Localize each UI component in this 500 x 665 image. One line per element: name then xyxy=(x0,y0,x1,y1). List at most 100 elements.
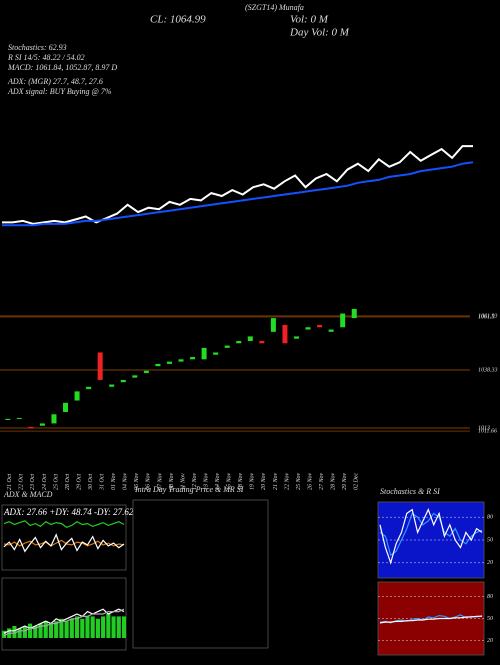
x-tick-label: 25 Oct xyxy=(53,474,59,490)
candle xyxy=(213,352,219,355)
panel-frame xyxy=(1,577,127,651)
x-tick-label: 06 Nov xyxy=(146,472,152,490)
x-tick-label: 05 Nov xyxy=(134,472,140,490)
x-tick-label: 28 Oct xyxy=(65,474,71,490)
candle xyxy=(178,359,184,362)
volume: Vol: 0 M xyxy=(290,14,329,26)
x-tick-label: 26 Nov xyxy=(307,472,313,490)
bar xyxy=(121,616,127,638)
candle xyxy=(51,414,57,424)
candle xyxy=(166,361,172,364)
panel-title: Intra Day Trading Price & MR SI xyxy=(134,485,244,494)
candle xyxy=(340,313,346,328)
candle xyxy=(97,352,103,380)
y-tick-label: 50 xyxy=(487,537,493,543)
close-price: CL: 1064.99 xyxy=(150,14,206,26)
x-tick-label: 29 Oct xyxy=(76,474,82,490)
bar xyxy=(101,616,106,638)
x-tick-label: 13 Nov xyxy=(203,472,209,490)
x-tick-label: 21 Nov xyxy=(273,472,279,490)
candle xyxy=(328,329,334,332)
x-tick-label: 22 Oct xyxy=(19,474,25,490)
panel-subtitle: ADX: 27.66 +DY: 48.74 -DY: 27.62 xyxy=(3,507,134,517)
candle xyxy=(293,336,299,339)
bar xyxy=(74,616,80,638)
y-tick-label: 20 xyxy=(487,560,493,566)
bar xyxy=(22,626,27,638)
series-line xyxy=(2,145,473,225)
bar xyxy=(1,630,7,638)
y-tick-label: 80 xyxy=(487,594,493,600)
stoch-info: Stochastics: 62.93 xyxy=(8,43,67,52)
x-tick-label: 27 Nov xyxy=(319,472,325,490)
bar xyxy=(116,616,121,638)
x-tick-label: 01 Nov xyxy=(111,472,117,490)
bar xyxy=(33,626,38,638)
bar xyxy=(95,618,100,638)
bar xyxy=(12,626,17,638)
bar xyxy=(69,618,74,638)
x-tick-label: 12 Nov xyxy=(192,472,198,490)
candle xyxy=(259,340,265,344)
bar xyxy=(80,618,85,638)
bar xyxy=(54,621,59,638)
x-tick-label: 25 Nov xyxy=(296,472,302,490)
series-line xyxy=(379,615,482,624)
candle xyxy=(201,347,207,360)
series-line xyxy=(379,508,483,565)
top-note: (SZGT14) Munafa xyxy=(245,3,304,12)
y-tick-label: 1038.33 xyxy=(478,367,498,373)
x-tick-label: 30 Oct xyxy=(88,474,94,491)
x-tick-label: 11 Nov xyxy=(180,473,186,490)
candle xyxy=(86,386,92,390)
x-tick-label: 29 Nov xyxy=(342,472,348,490)
y-tick-label: 50 xyxy=(487,616,493,622)
x-tick-label: 15 Nov xyxy=(227,472,233,490)
series-line xyxy=(3,520,125,528)
bar xyxy=(90,616,95,638)
candle xyxy=(5,418,11,420)
bar xyxy=(43,621,48,638)
series-line xyxy=(3,608,125,637)
candle xyxy=(39,423,45,426)
x-tick-label: 23 Oct xyxy=(30,474,36,490)
panel-frame xyxy=(1,504,127,571)
y-tick-label: 1061.5 xyxy=(478,314,495,320)
y-tick-label: 1011.66 xyxy=(478,428,497,434)
candle xyxy=(236,340,242,344)
bar xyxy=(28,623,33,638)
candle xyxy=(155,363,161,367)
x-tick-label: 28 Nov xyxy=(331,472,337,490)
x-tick-label: 24 Oct xyxy=(41,474,48,490)
x-tick-label: 04 Nov xyxy=(122,472,129,490)
x-tick-label: 20 Nov xyxy=(261,472,267,490)
bar xyxy=(38,623,43,638)
series-line xyxy=(3,539,125,547)
bar xyxy=(111,616,116,638)
x-tick-label: 07 Nov xyxy=(157,472,163,490)
macd-info: MACD: 1061.84, 1052.87, 8.97 D xyxy=(7,63,117,72)
x-tick-label: 02 Dec xyxy=(354,473,360,490)
candle xyxy=(247,336,253,341)
adx-signal: ADX signal: BUY Buying @ 7% xyxy=(7,87,112,96)
bar xyxy=(85,616,90,638)
candle xyxy=(282,324,288,344)
series-line xyxy=(3,533,125,553)
candle xyxy=(74,391,80,401)
x-tick-label: 18 Nov xyxy=(238,472,244,490)
bar xyxy=(59,618,64,638)
candle xyxy=(190,357,196,360)
candle xyxy=(270,318,276,332)
panel-title: Stochastics & R SI xyxy=(380,487,440,496)
candle xyxy=(143,370,149,374)
candle xyxy=(132,375,138,378)
x-tick-label: 22 Nov xyxy=(284,472,290,490)
candle xyxy=(351,308,357,319)
bar xyxy=(106,614,111,638)
bar xyxy=(17,628,22,638)
y-tick-label: 1013 xyxy=(478,425,490,431)
candle xyxy=(109,384,115,387)
rsi-info: R SI 14/5: 48.22 / 54.02 xyxy=(7,53,85,62)
panel-title: ADX & MACD xyxy=(3,490,53,499)
